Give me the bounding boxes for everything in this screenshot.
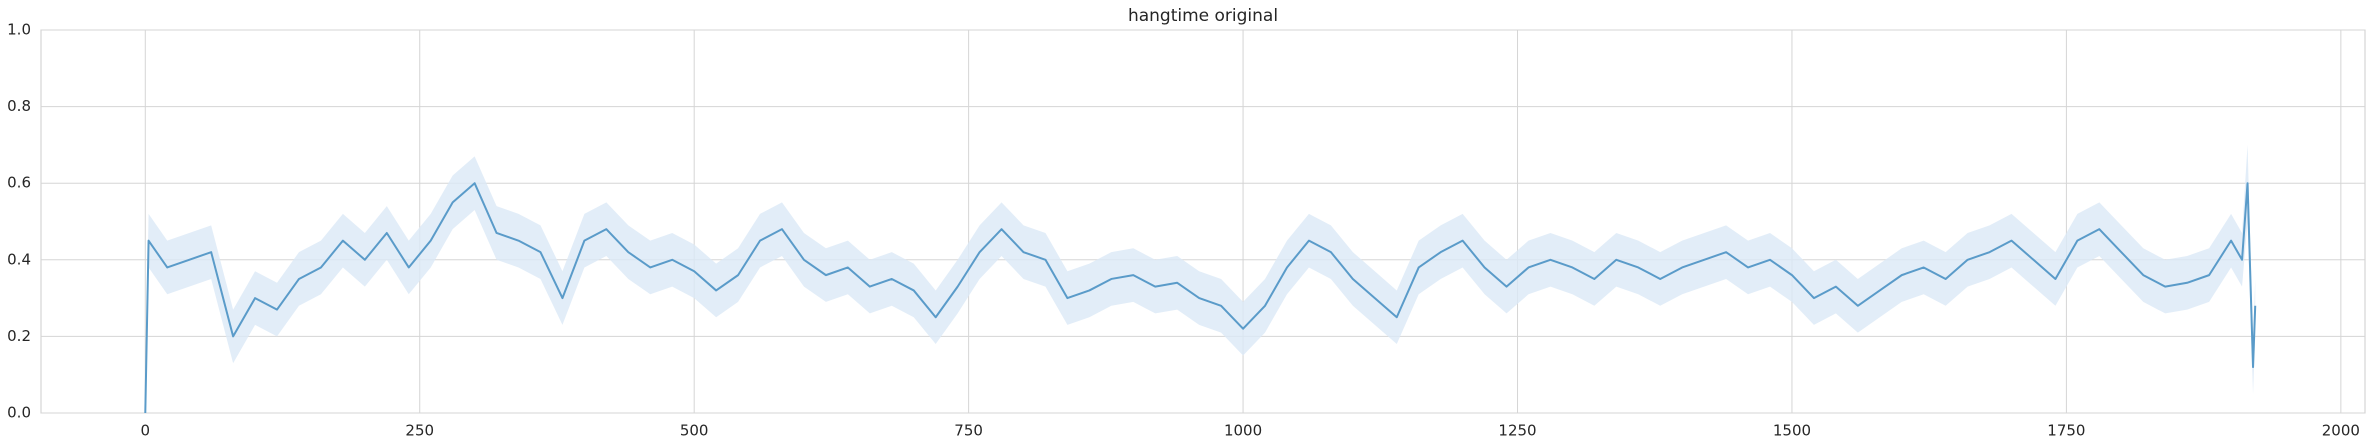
- y-tick-label: 0.4: [7, 250, 31, 268]
- confidence-band: [145, 144, 2256, 413]
- x-tick-label: 1500: [1773, 422, 1811, 440]
- y-tick-label: 1.0: [7, 21, 31, 39]
- y-tick-label: 0.2: [7, 327, 31, 345]
- x-tick-label: 1750: [2047, 422, 2085, 440]
- x-tick-label: 2000: [2322, 422, 2360, 440]
- data-line: [144, 182, 2257, 414]
- x-tick-label: 1250: [1498, 422, 1536, 440]
- x-tick-label: 1000: [1224, 422, 1262, 440]
- y-tick-label: 0.8: [7, 97, 31, 115]
- y-tick-label: 0.6: [7, 174, 31, 192]
- x-tick-label: 0: [141, 422, 151, 440]
- chart-title: hangtime original: [1128, 6, 1278, 26]
- x-tick-label: 500: [680, 422, 709, 440]
- x-tick-label: 750: [954, 422, 983, 440]
- x-tick-label: 250: [405, 422, 434, 440]
- y-tick-label: 0.0: [7, 404, 31, 422]
